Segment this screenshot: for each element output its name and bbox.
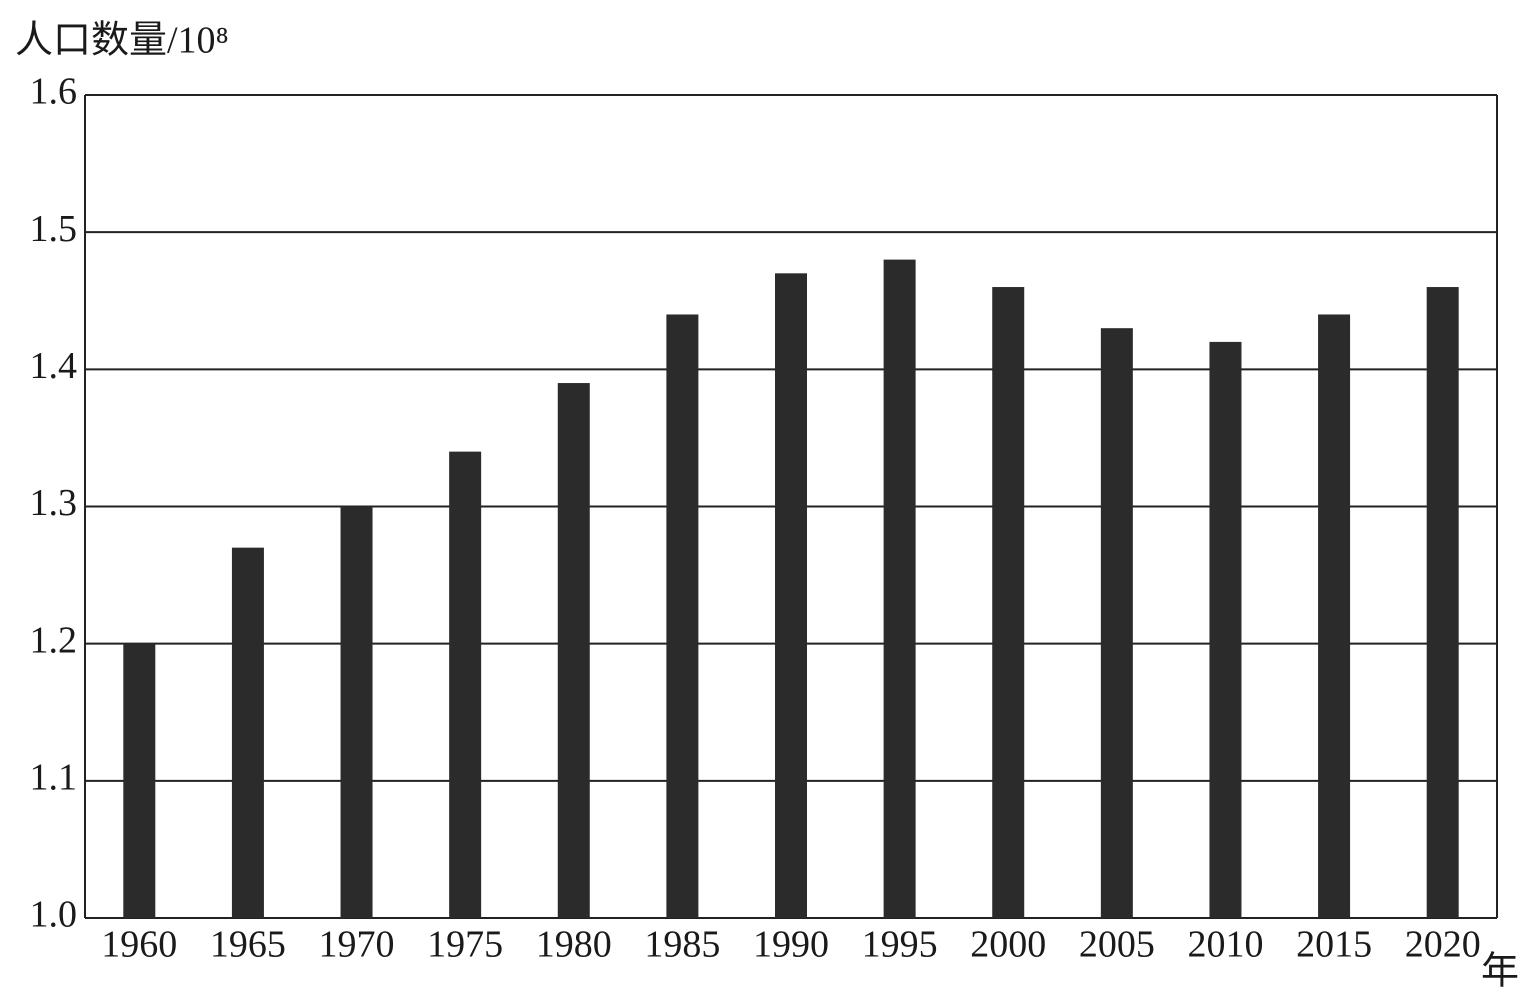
y-tick-label: 1.2	[30, 619, 78, 661]
bar	[992, 287, 1025, 918]
x-tick-label: 2015	[1296, 924, 1372, 966]
bar	[883, 259, 916, 919]
bar	[1209, 341, 1242, 918]
x-tick-label: 1960	[101, 924, 177, 966]
y-tick-label: 1.0	[30, 894, 78, 936]
bar	[340, 506, 373, 918]
bar	[557, 383, 590, 918]
y-tick-label: 1.1	[30, 757, 78, 799]
bar	[1318, 314, 1351, 918]
x-tick-label: 2020	[1405, 924, 1481, 966]
x-tick-label: 1965	[210, 924, 286, 966]
bar	[1100, 328, 1133, 918]
x-axis-label: 年	[1481, 951, 1519, 993]
x-tick-label: 1975	[427, 924, 503, 966]
x-tick-label: 1970	[319, 924, 395, 966]
x-tick-label: 1980	[536, 924, 612, 966]
y-tick-label: 1.5	[30, 208, 78, 250]
x-tick-label: 2010	[1187, 924, 1263, 966]
x-tick-label: 2000	[970, 924, 1046, 966]
x-tick-label: 1990	[753, 924, 829, 966]
bar	[666, 314, 699, 918]
bar	[1426, 287, 1459, 918]
bar	[123, 643, 156, 918]
y-axis-label: 人口数量/10⁸	[15, 20, 229, 62]
y-tick-label: 1.6	[30, 71, 78, 113]
bar	[449, 451, 482, 918]
x-tick-label: 1995	[862, 924, 938, 966]
bar	[231, 547, 264, 918]
x-tick-label: 2005	[1079, 924, 1155, 966]
y-tick-label: 1.4	[30, 345, 78, 387]
bar	[775, 273, 807, 919]
x-tick-label: 1985	[644, 924, 720, 966]
y-tick-label: 1.3	[30, 482, 78, 524]
